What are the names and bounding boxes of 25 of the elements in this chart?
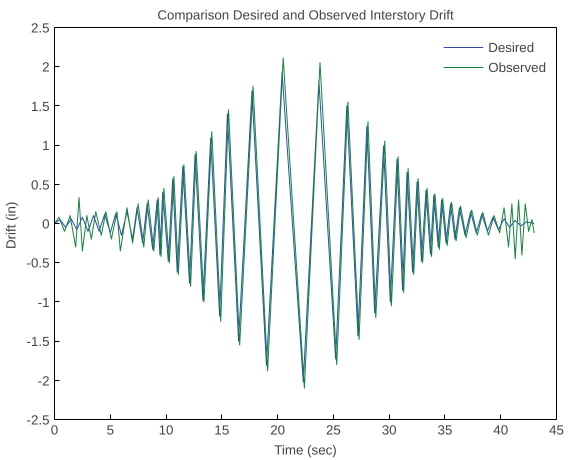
- y-tick-label: 1.5: [30, 98, 50, 114]
- y-tick-label: -1.5: [26, 334, 50, 350]
- y-tick-label: 2.5: [30, 20, 50, 36]
- x-tick-label: 20: [270, 422, 286, 438]
- y-tick-label: -1: [38, 294, 50, 310]
- y-tick-label: 0.5: [30, 177, 50, 192]
- x-tick-label: 40: [493, 422, 508, 438]
- x-tick-label: 35: [438, 422, 452, 438]
- x-tick-label: 15: [214, 422, 230, 438]
- legend-label: Desired: [488, 40, 534, 54]
- y-tick-label: -0.5: [26, 256, 50, 271]
- y-tick-label: 2: [42, 60, 50, 75]
- y-tick-label: -2: [38, 373, 50, 388]
- y-tick-label: 0: [42, 216, 50, 232]
- x-axis-title: Time (sec): [274, 442, 337, 458]
- x-tick-label: 25: [326, 422, 341, 438]
- legend-label: Observed: [488, 60, 546, 74]
- chart-title: Comparison Desired and Observed Interstory Drift: [157, 8, 454, 22]
- x-tick-label: 45: [549, 422, 564, 438]
- y-tick-label: 1: [42, 138, 50, 154]
- x-tick-label: 30: [382, 422, 397, 438]
- y-tick-label: -2.5: [26, 412, 50, 428]
- x-tick-label: 10: [158, 422, 174, 438]
- y-axis-title: Drift (in): [4, 202, 19, 250]
- x-tick-label: 5: [106, 422, 114, 438]
